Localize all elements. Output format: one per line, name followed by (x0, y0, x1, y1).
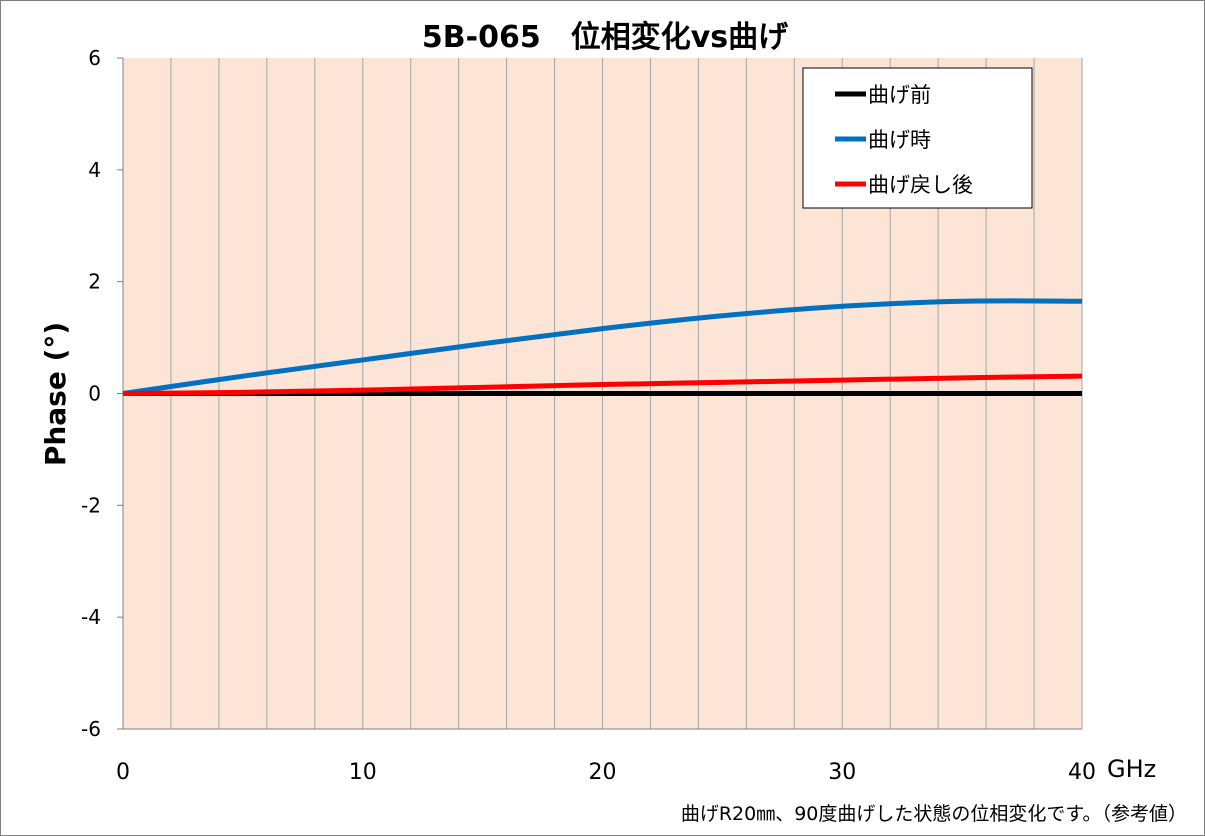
footnote: 曲げR20㎜、90度曲げした状態の位相変化です。（参考値） (681, 803, 1187, 825)
series-line (122, 298, 1083, 396)
series-line (122, 373, 1083, 396)
y-tick-labels: 6 4 2 0 -2 -4 -6 (81, 46, 101, 741)
series-lines (122, 298, 1083, 396)
y-tick-label: -6 (81, 717, 101, 741)
legend-label: 曲げ前 (868, 83, 931, 107)
y-tick-label: 6 (88, 46, 101, 70)
x-tick-label: 0 (116, 760, 130, 785)
x-tick-label: 20 (589, 760, 617, 785)
x-tick-label: 10 (349, 760, 377, 785)
y-tick-label: 2 (88, 270, 101, 294)
chart-title: 5B-065 位相変化vs曲げ (422, 20, 789, 55)
legend-label: 曲げ戻し後 (868, 173, 973, 197)
x-unit-label: GHz (1107, 755, 1156, 783)
x-tick-labels: 0 10 20 30 40 (116, 760, 1096, 785)
x-tick-label: 40 (1068, 760, 1096, 785)
y-tick-label: -2 (81, 493, 101, 517)
x-tick-label: 30 (828, 760, 856, 785)
legend-label: 曲げ時 (868, 128, 931, 152)
y-axis-label: Phase (°) (39, 322, 72, 466)
y-tick-label: 4 (88, 158, 101, 182)
y-tick-label: 0 (88, 382, 101, 406)
y-tick-label: -4 (81, 605, 101, 629)
